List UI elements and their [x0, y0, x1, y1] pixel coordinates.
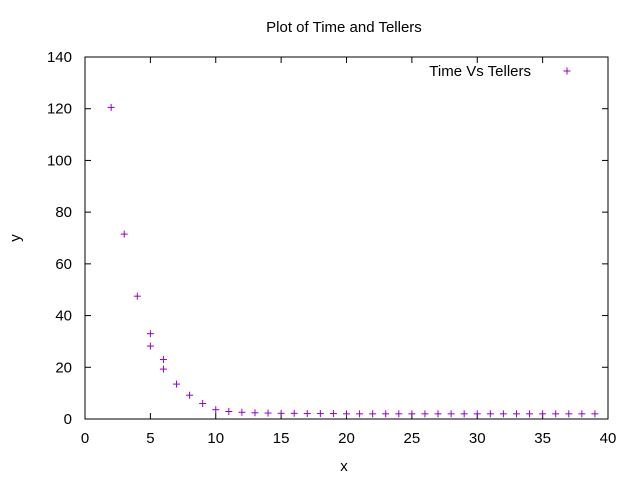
plot-border [84, 56, 609, 420]
y-tick-label: 140 [47, 49, 72, 66]
data-point [186, 391, 194, 399]
data-point [434, 410, 442, 418]
data-point [303, 410, 311, 418]
x-tick-label: 20 [338, 430, 355, 447]
chart-title: Plot of Time and Tellers [266, 19, 422, 36]
data-point [565, 410, 573, 418]
y-tick-label: 20 [55, 359, 72, 376]
data-point [356, 410, 364, 418]
data-point [251, 409, 259, 417]
x-tick-label: 40 [600, 430, 617, 447]
data-point [212, 406, 220, 414]
legend: Time Vs Tellers [429, 63, 571, 80]
x-tick-label: 25 [404, 430, 421, 447]
data-point [512, 410, 520, 418]
ticks: 0 5 10 15 20 25 30 35 40 0 20 40 60 80 100 120 140 [47, 49, 616, 447]
y-tick-label: 0 [64, 411, 72, 428]
axes [84, 56, 609, 420]
data-point [238, 408, 246, 416]
data-point [539, 410, 547, 418]
data-point [107, 103, 115, 111]
data-point [408, 410, 416, 418]
y-tick-label: 100 [47, 152, 72, 169]
legend-marker [563, 67, 571, 75]
y-axis-label: y [7, 234, 24, 242]
data-point [552, 410, 560, 418]
data-point [473, 410, 481, 418]
data-point [578, 410, 586, 418]
data-point [329, 410, 337, 418]
data-point [382, 410, 390, 418]
x-axis-label: x [340, 458, 348, 475]
data-point [120, 230, 128, 238]
x-tick-label: 5 [146, 430, 154, 447]
data-point [526, 410, 534, 418]
data-point [159, 356, 167, 364]
data-point [395, 410, 403, 418]
data-point [146, 342, 154, 350]
data-point [225, 408, 233, 416]
x-tick-label: 15 [273, 430, 290, 447]
data-point [421, 410, 429, 418]
data-point [499, 410, 507, 418]
data-point [290, 409, 298, 417]
data-point [460, 410, 468, 418]
data-points [107, 103, 599, 418]
data-point [264, 409, 272, 417]
data-point [369, 410, 377, 418]
x-tick-label: 35 [534, 430, 551, 447]
data-point [173, 380, 181, 388]
data-point [133, 292, 141, 300]
data-point [199, 399, 207, 407]
data-point [316, 410, 324, 418]
data-point [591, 410, 599, 418]
legend-label: Time Vs Tellers [429, 63, 531, 80]
x-tick-label: 10 [207, 430, 224, 447]
x-tick-label: 30 [469, 430, 486, 447]
data-point [277, 409, 285, 417]
data-point [146, 330, 154, 338]
data-point [343, 410, 350, 418]
data-point [447, 410, 455, 418]
y-tick-label: 60 [55, 256, 72, 273]
x-tick-label: 0 [81, 430, 89, 447]
y-tick-label: 120 [47, 101, 72, 118]
data-point [159, 365, 167, 373]
y-tick-label: 80 [55, 204, 72, 221]
data-point [486, 410, 494, 418]
y-tick-label: 40 [55, 308, 72, 325]
